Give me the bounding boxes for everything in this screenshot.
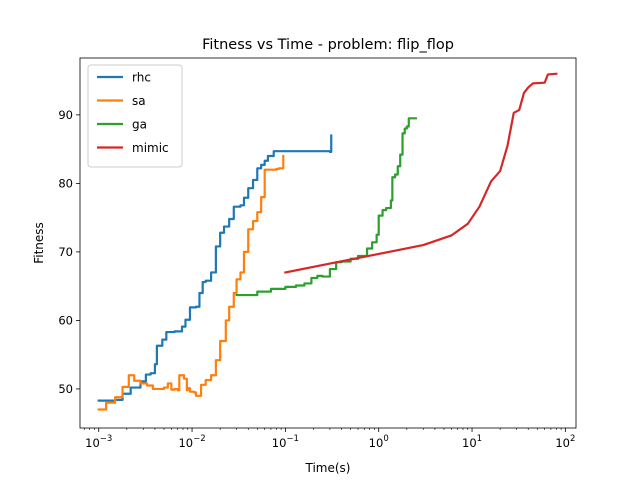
x-tick-exponent: −2 — [193, 434, 206, 444]
x-tick-base: 10 — [85, 436, 100, 450]
x-tick-exponent: 0 — [383, 434, 388, 444]
legend-box — [87, 64, 183, 168]
x-tick-label: 10−1 — [272, 434, 299, 450]
legend-label-sa: sa — [132, 94, 146, 108]
x-tick-base: 10 — [272, 436, 287, 450]
y-tick-label: 60 — [58, 313, 73, 327]
legend-label-mimic: mimic — [132, 141, 169, 155]
x-tick-exponent: 2 — [570, 434, 575, 444]
series-line-ga — [235, 117, 417, 297]
y-tick-label: 70 — [58, 245, 73, 259]
series-layer — [97, 72, 558, 411]
x-tick-base: 10 — [369, 436, 384, 450]
x-tick-base: 10 — [462, 436, 477, 450]
x-tick-exponent: 1 — [477, 434, 482, 444]
series-line-mimic — [284, 72, 558, 274]
x-axis-ticks: 10−3 10−2 10−1 100 101 102 — [83, 428, 575, 450]
x-tick-label: 10−3 — [85, 434, 112, 450]
x-tick-label: 101 — [462, 434, 482, 450]
y-axis-label: Fitness — [32, 222, 46, 264]
series-line-sa — [97, 154, 285, 411]
x-tick-label: 10−2 — [178, 434, 205, 450]
x-tick-base: 10 — [555, 436, 570, 450]
x-axis-label: Time(s) — [305, 461, 351, 475]
plot-frame — [79, 57, 577, 429]
x-tick-label: 102 — [555, 434, 575, 450]
series-line-rhc — [97, 134, 333, 402]
y-axis-ticks: 50 60 70 80 90 — [58, 108, 80, 396]
chart-title: Fitness vs Time - problem: flip_flop — [202, 37, 454, 53]
legend-label-rhc: rhc — [132, 71, 151, 85]
x-tick-exponent: −1 — [286, 434, 299, 444]
x-tick-exponent: −3 — [100, 434, 113, 444]
y-tick-label: 90 — [58, 108, 73, 122]
y-tick-label: 50 — [58, 382, 73, 396]
legend: rhc sa ga mimic — [87, 64, 183, 168]
legend-label-ga: ga — [132, 118, 147, 132]
y-tick-label: 80 — [58, 176, 73, 190]
x-tick-base: 10 — [178, 436, 193, 450]
x-tick-label: 100 — [369, 434, 389, 450]
